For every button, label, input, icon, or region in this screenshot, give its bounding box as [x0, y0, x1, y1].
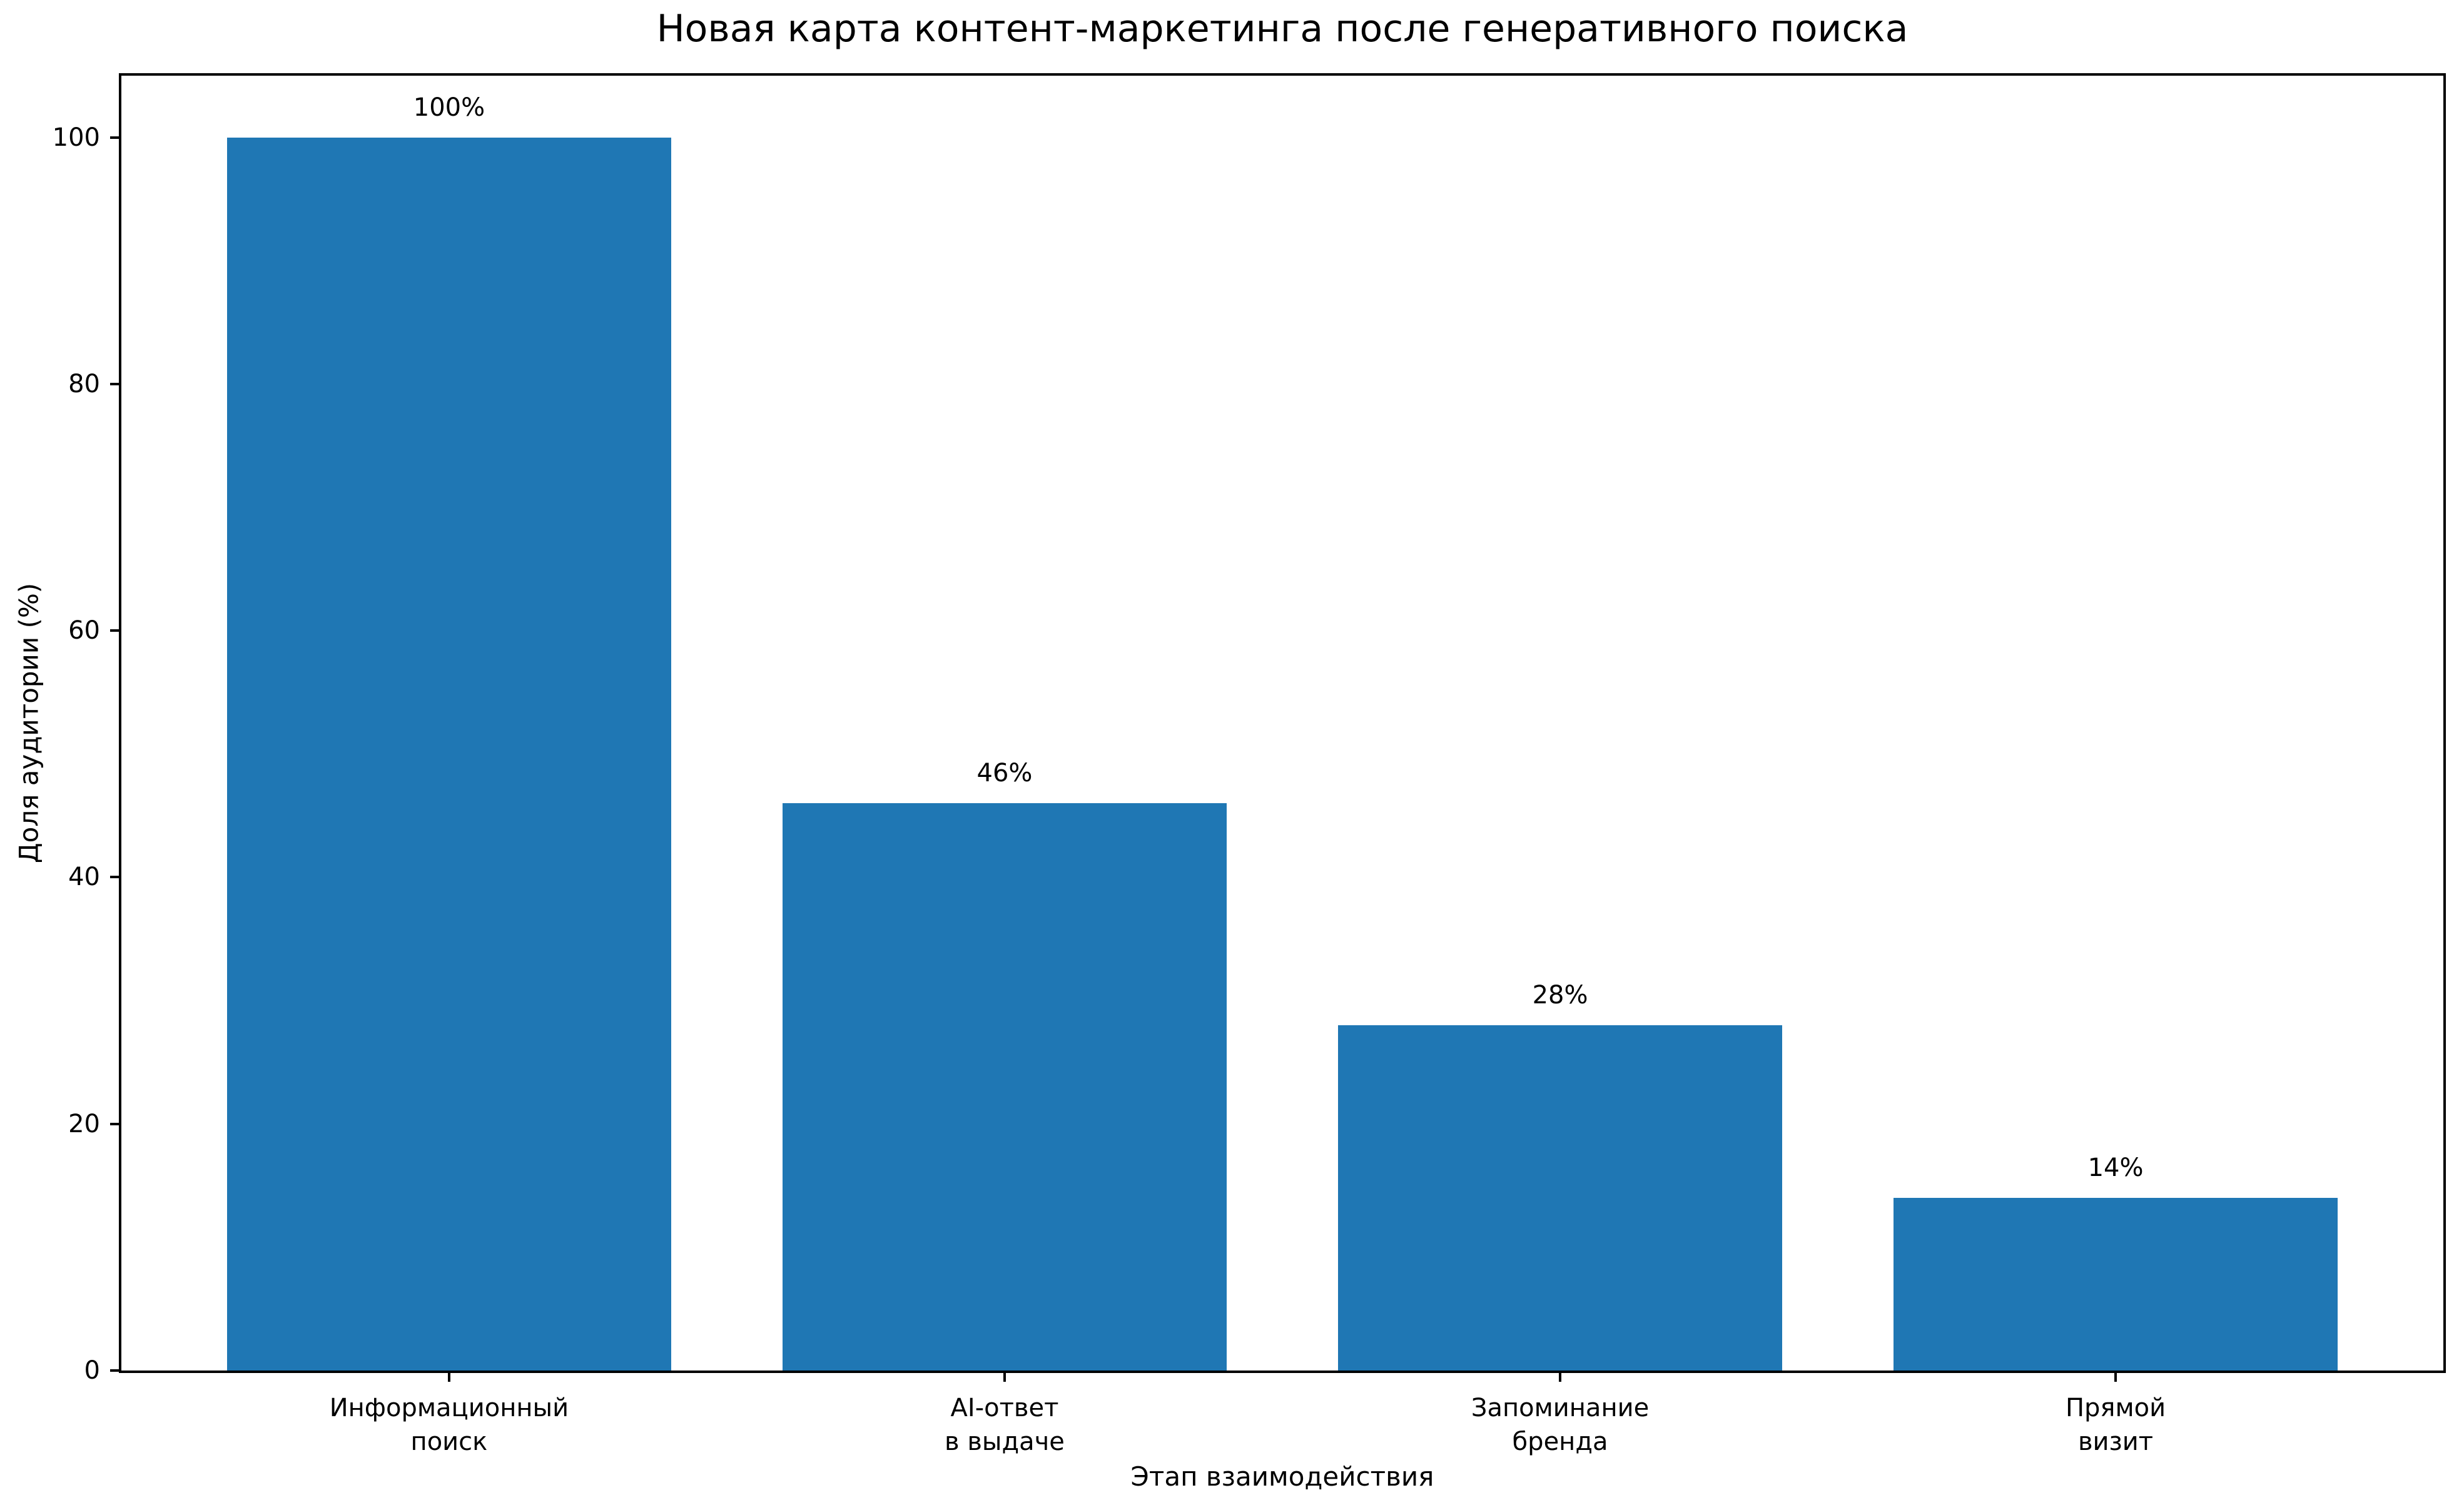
y-tick-mark — [110, 629, 119, 632]
y-tick-label: 20 — [68, 1109, 100, 1138]
y-tick-label: 60 — [68, 616, 100, 646]
bar — [782, 803, 1227, 1371]
bar-value-label: 100% — [413, 93, 485, 122]
y-tick-label: 100 — [52, 123, 100, 152]
bar-value-label: 28% — [1532, 981, 1588, 1010]
y-tick-label: 80 — [68, 369, 100, 398]
x-tick-label: Информационный поиск — [329, 1394, 569, 1456]
y-tick-mark — [110, 1122, 119, 1125]
x-tick-mark — [1003, 1373, 1006, 1382]
plot-area: 100% 46% 28% 14% — [119, 73, 2446, 1373]
bar — [1337, 1025, 1783, 1371]
x-axis-label: Этап взаимодействия — [1130, 1461, 1434, 1492]
y-tick-mark — [110, 876, 119, 879]
x-tick-label: Прямой визит — [2065, 1394, 2166, 1456]
y-tick-mark — [110, 136, 119, 139]
x-tick-label: AI-ответ в выдаче — [945, 1394, 1065, 1456]
x-tick-mark — [1559, 1373, 1562, 1382]
x-tick-mark — [2114, 1373, 2117, 1382]
x-tick-mark — [447, 1373, 450, 1382]
y-tick-mark — [110, 382, 119, 385]
y-tick-label: 40 — [68, 863, 100, 892]
chart-title: Новая карта контент-маркетинга после ген… — [656, 7, 1909, 51]
x-tick-label: Запоминание бренда — [1471, 1394, 1650, 1456]
y-tick-label: 0 — [84, 1356, 100, 1385]
bar-value-label: 46% — [976, 759, 1033, 788]
bar — [1893, 1198, 2338, 1371]
bar — [226, 137, 672, 1371]
y-tick-mark — [110, 1369, 119, 1372]
bar-value-label: 14% — [2087, 1153, 2144, 1182]
